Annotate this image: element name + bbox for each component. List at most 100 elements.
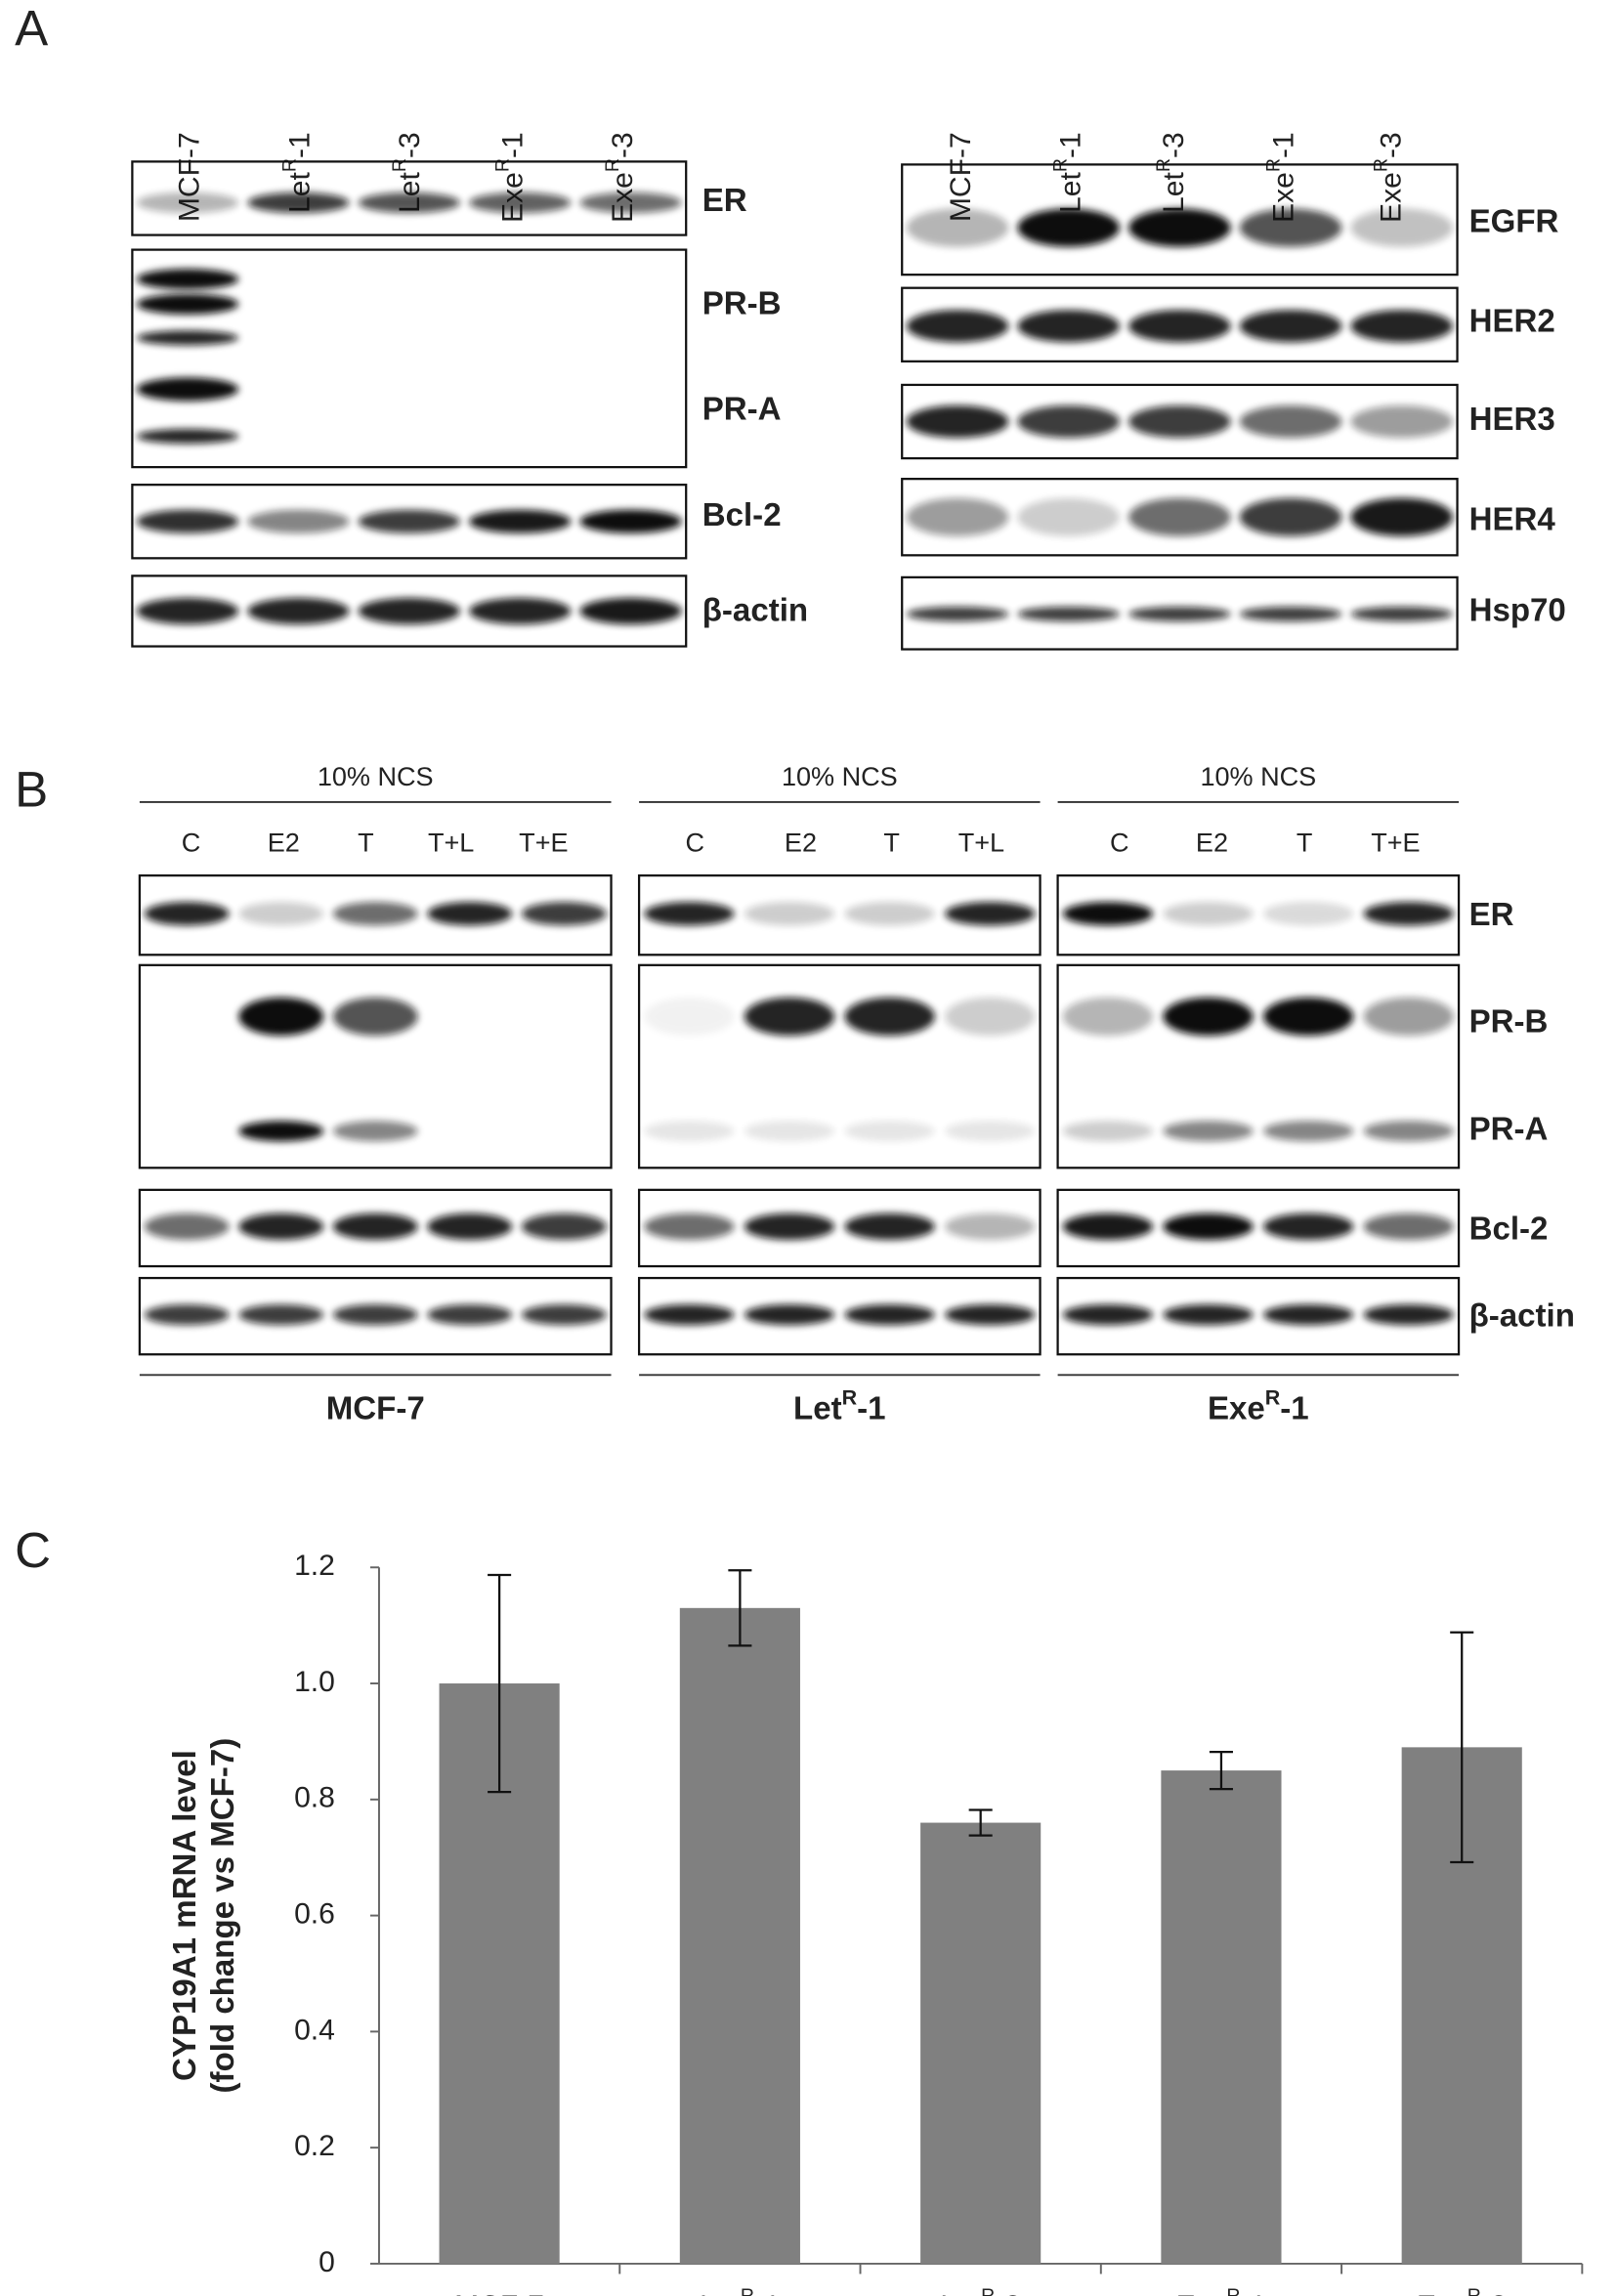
band: [136, 377, 239, 402]
label-part: -1: [1268, 132, 1300, 158]
band: [521, 902, 607, 926]
band: [1239, 497, 1342, 536]
row-label: ER: [1469, 897, 1514, 933]
row-label: PR-A: [702, 392, 782, 428]
band: [1239, 310, 1342, 343]
label-part: R: [389, 158, 410, 172]
band: [579, 597, 682, 624]
band: [427, 1212, 513, 1240]
band: [945, 902, 1036, 926]
band: [1062, 1121, 1154, 1142]
lane-label: LetR-1: [1050, 132, 1087, 213]
blot-frame: [131, 484, 688, 560]
row-label: Bcl-2: [1469, 1212, 1549, 1248]
label-part: Let: [793, 1390, 842, 1426]
lane-label: E2: [1196, 829, 1228, 858]
band: [1363, 1121, 1454, 1142]
error-bar: [728, 1569, 752, 1647]
label-part: MCF-7: [945, 132, 977, 222]
band: [906, 606, 1009, 621]
blot-frame: [901, 575, 1459, 651]
band: [136, 191, 239, 214]
label-part: -1: [754, 2290, 781, 2296]
band: [844, 1212, 935, 1240]
label-part: -1: [857, 1390, 885, 1426]
label-part: -1: [283, 132, 316, 158]
band: [238, 997, 324, 1036]
y-tick-label: 0.4: [294, 2014, 335, 2046]
bar: [679, 1607, 800, 2264]
bar: [920, 1822, 1042, 2264]
blot-frame: [901, 286, 1459, 362]
group-header: 10% NCS: [318, 762, 434, 791]
row-label: β-actin: [1469, 1297, 1575, 1334]
label-part: Let: [1055, 172, 1087, 213]
band: [1350, 208, 1454, 247]
label-part: R: [1226, 2285, 1240, 2296]
lane-label: C: [685, 829, 704, 858]
label-part: MCF-7: [454, 2290, 544, 2296]
x-tick-label: LetR-1: [700, 2285, 781, 2296]
band: [332, 902, 418, 926]
band: [136, 509, 239, 533]
label-part: R: [491, 158, 513, 172]
band: [144, 1212, 230, 1240]
band: [1262, 1212, 1354, 1240]
band: [469, 191, 572, 214]
blot-frame: [131, 248, 688, 469]
blot-frame: [1056, 1188, 1461, 1268]
blot-frame: [138, 1188, 613, 1268]
band: [906, 497, 1009, 536]
band: [469, 597, 572, 624]
panel-letter: B: [15, 761, 48, 817]
band: [1062, 1304, 1154, 1326]
band: [1363, 902, 1454, 926]
band: [1017, 310, 1121, 343]
lane-label: T+L: [958, 829, 1004, 858]
label-part: MCF-7: [326, 1390, 425, 1426]
group-header: 10% NCS: [1200, 762, 1316, 791]
label-part: Exe: [1208, 1390, 1265, 1426]
band: [238, 902, 324, 926]
band: [744, 1121, 835, 1142]
band: [332, 1304, 418, 1326]
band: [1128, 404, 1231, 439]
label-part: R: [1467, 2285, 1481, 2296]
band: [247, 509, 350, 533]
band: [332, 1212, 418, 1240]
row-label: PR-B: [1469, 1004, 1549, 1041]
blot-frame: [901, 383, 1459, 460]
band: [1239, 606, 1342, 621]
blot-frame: [637, 1276, 1042, 1356]
lane-label: T+E: [519, 829, 568, 858]
band: [469, 509, 572, 533]
blot-frame: [1056, 873, 1461, 957]
lane-label: LetR-3: [1153, 132, 1190, 213]
band: [1128, 310, 1231, 343]
band: [1163, 997, 1254, 1036]
band: [238, 1212, 324, 1240]
bar: [1161, 1770, 1282, 2264]
row-label: Bcl-2: [702, 497, 782, 533]
lane-label: C: [1110, 829, 1129, 858]
label-part: R: [278, 158, 300, 172]
band: [427, 1304, 513, 1326]
lane-label: T+E: [1371, 829, 1420, 858]
band: [1017, 606, 1121, 621]
row-label: β-actin: [702, 593, 808, 629]
lane-label: T+L: [428, 829, 474, 858]
x-tick-label: LetR-3: [940, 2285, 1021, 2296]
band: [1017, 404, 1121, 439]
band: [945, 997, 1036, 1036]
band: [521, 1212, 607, 1240]
x-tick-label: ExeR-1: [1176, 2285, 1267, 2296]
panel-letter: A: [15, 1, 48, 57]
row-label: PR-A: [1469, 1111, 1549, 1147]
lane-label: T: [358, 829, 374, 858]
band: [844, 902, 935, 926]
label-part: -3: [394, 132, 426, 158]
label-part: -3: [1158, 132, 1190, 158]
blot-frame: [1056, 963, 1461, 1169]
band: [1163, 1304, 1254, 1326]
y-tick-label: 0: [319, 2246, 335, 2278]
